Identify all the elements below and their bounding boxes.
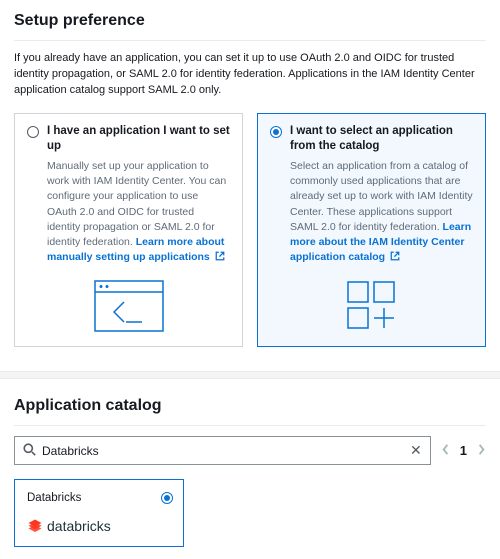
catalog-search-input[interactable]	[42, 444, 410, 458]
setup-preference-title: Setup preference	[14, 12, 486, 30]
option-manual-desc-text: Manually set up your application to work…	[47, 160, 226, 248]
option-catalog-title: I want to select an application from the…	[290, 124, 473, 155]
setup-intro: If you already have an application, you …	[14, 51, 486, 99]
catalog-pager: 1	[441, 443, 486, 459]
option-manual-card[interactable]: I have an application I want to set up M…	[14, 113, 243, 348]
option-catalog-radio[interactable]	[270, 126, 282, 138]
result-brand-text: databricks	[47, 518, 111, 534]
pager-current: 1	[460, 443, 467, 458]
search-icon	[23, 443, 36, 459]
option-manual-radio[interactable]	[27, 126, 39, 138]
pager-next-icon[interactable]	[477, 443, 486, 459]
divider	[14, 425, 486, 426]
catalog-search-box[interactable]: ✕	[14, 436, 431, 465]
databricks-logo-icon	[27, 518, 43, 534]
external-link-icon	[390, 251, 400, 266]
application-catalog-title: Application catalog	[14, 397, 486, 415]
result-name: Databricks	[27, 492, 171, 504]
pager-prev-icon[interactable]	[441, 443, 450, 459]
option-manual-desc: Manually set up your application to work…	[47, 159, 230, 267]
divider	[14, 40, 486, 41]
option-manual-title: I have an application I want to set up	[47, 124, 230, 155]
option-catalog-illustration	[270, 280, 473, 332]
option-catalog-card[interactable]: I want to select an application from the…	[257, 113, 486, 348]
external-link-icon	[215, 251, 225, 266]
catalog-result-card[interactable]: Databricks databricks	[14, 479, 184, 547]
option-manual-illustration	[27, 280, 230, 332]
result-logo: databricks	[27, 518, 171, 534]
option-catalog-desc: Select an application from a catalog of …	[290, 159, 473, 267]
clear-search-icon[interactable]: ✕	[410, 442, 422, 459]
catalog-search-row: ✕ 1	[14, 436, 486, 465]
setup-options-row: I have an application I want to set up M…	[14, 113, 486, 348]
section-gap	[0, 371, 500, 379]
result-radio[interactable]	[161, 492, 173, 504]
